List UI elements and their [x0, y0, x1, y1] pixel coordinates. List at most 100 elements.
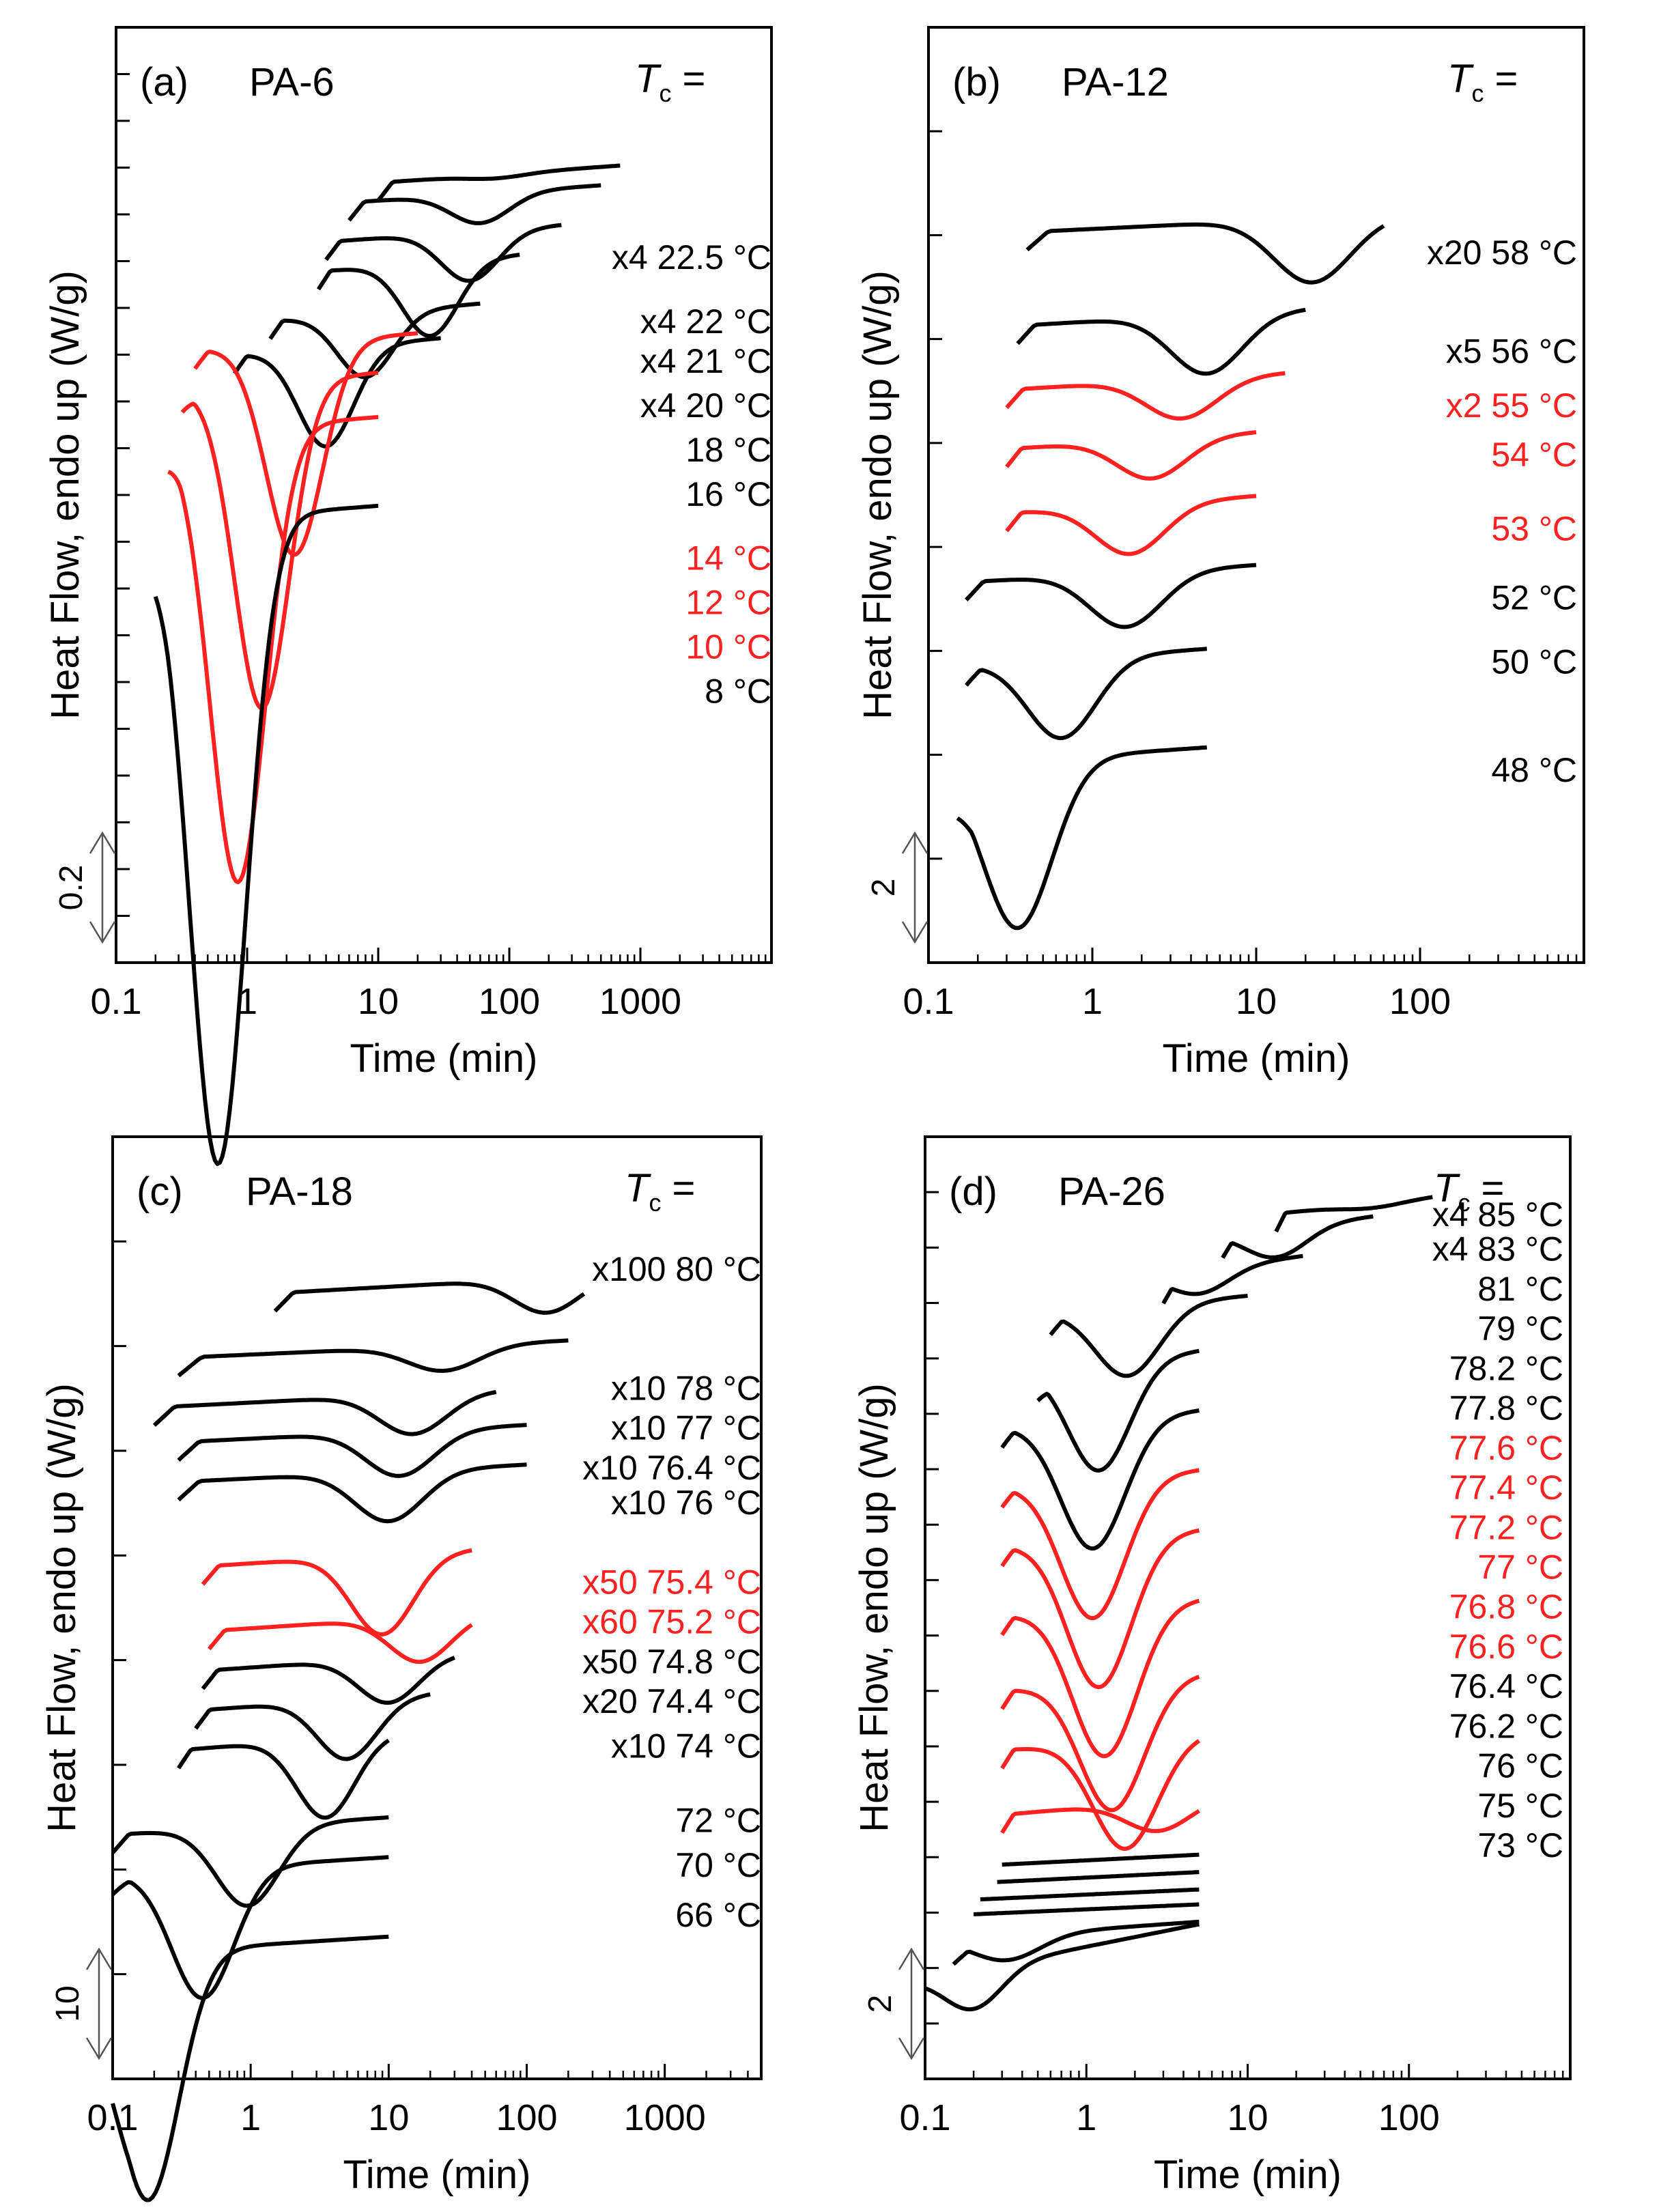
series-line	[1002, 1852, 1200, 1867]
series-line	[201, 1656, 455, 1705]
series-line	[924, 1922, 1200, 2012]
series-line	[1274, 1195, 1433, 1233]
series-line	[152, 1389, 497, 1436]
y-axis-title: Heat Flow, endo up (W/g)	[43, 270, 87, 720]
series-line	[176, 1738, 390, 1820]
series-line	[1036, 1348, 1200, 1473]
series-line	[980, 1887, 1200, 1902]
x-tick-label: 100	[1378, 2097, 1440, 2138]
series-line	[1005, 430, 1257, 481]
series-label: x10 74 °C	[611, 1727, 761, 1766]
series-label: 75 °C	[1477, 1787, 1563, 1825]
series-label: 48 °C	[1491, 751, 1577, 789]
y-axis-title: Heat Flow, endo up (W/g)	[855, 270, 900, 720]
series-label: 52 °C	[1491, 578, 1577, 616]
panel-label: (a)	[140, 60, 188, 104]
series-label: 76.4 °C	[1449, 1667, 1563, 1705]
series-line	[180, 370, 379, 711]
series-line	[111, 1855, 389, 2000]
series-line	[974, 1902, 1200, 1916]
scale-bar-arrow-up	[901, 831, 928, 854]
series-label: x10 77 °C	[611, 1409, 761, 1447]
series-label: 77.4 °C	[1449, 1469, 1563, 1507]
series-label: 16 °C	[685, 475, 771, 513]
series-line	[177, 1462, 527, 1524]
x-tick-label: 100	[1389, 981, 1451, 1022]
series-line	[194, 1692, 431, 1761]
tc-header: Tc =	[1434, 1166, 1504, 1217]
series-label: x10 76.4 °C	[582, 1449, 761, 1487]
series-line	[153, 503, 379, 1166]
series-line	[1221, 1214, 1374, 1260]
material-label: PA-6	[249, 60, 335, 104]
series-label: x20 58 °C	[1427, 233, 1577, 272]
series-line	[1049, 1294, 1248, 1378]
series-line	[965, 647, 1208, 741]
series-label: x60 75.2 °C	[582, 1603, 761, 1641]
series-label: 18 °C	[685, 431, 771, 469]
series-label: x50 75.4 °C	[582, 1563, 761, 1601]
scale-bar-label: 2	[862, 1995, 898, 2013]
series-line	[1005, 494, 1257, 556]
series-label: 78.2 °C	[1449, 1349, 1563, 1387]
series-label: x4 22 °C	[640, 302, 771, 341]
scale-bar-arrow-down	[898, 2037, 925, 2060]
series-line	[956, 745, 1208, 931]
x-tick-label: 10	[1227, 2097, 1268, 2138]
x-tick-label: 10	[368, 2097, 409, 2138]
scale-bar-arrow-up	[898, 1947, 925, 1970]
series-label: 8 °C	[705, 672, 771, 711]
y-axis-title: Heat Flow, endo up (W/g)	[40, 1383, 84, 1832]
panel-pa-26: 0.1 1 10 100 Time (min) Heat Flow, endo up (W…	[852, 1135, 1572, 2197]
scale-bar-arrow-up	[85, 1947, 113, 1970]
series-label: x2 55 °C	[1446, 386, 1577, 425]
series-line	[1016, 307, 1306, 376]
scale-bar-label: 0.2	[53, 865, 89, 911]
panel-pa-12: 0.1 1 10 100 Time (min) Heat Flow, endo up (W…	[855, 26, 1585, 1081]
series-label: 50 °C	[1491, 642, 1577, 681]
series-label: x4 85 °C	[1432, 1195, 1563, 1234]
series-label: x20 74.4 °C	[582, 1682, 761, 1720]
series-line	[1161, 1253, 1304, 1305]
series-label: x4 21 °C	[640, 342, 771, 380]
series-label: 77.8 °C	[1449, 1389, 1563, 1428]
panel-label: (b)	[952, 60, 1001, 104]
series-line	[193, 331, 419, 557]
series-label: 12 °C	[685, 584, 771, 622]
series-label: x4 20 °C	[640, 386, 771, 425]
panel-label: (c)	[137, 1169, 183, 1214]
series-line	[1000, 1807, 1200, 1834]
series-line	[1000, 1598, 1200, 1759]
y-axis-title: Heat Flow, endo up (W/g)	[852, 1383, 896, 1832]
series-label: 77 °C	[1477, 1548, 1563, 1587]
x-tick-label: 1000	[624, 2097, 706, 2138]
series-label: x50 74.8 °C	[582, 1643, 761, 1681]
series-label: 79 °C	[1477, 1309, 1563, 1348]
series-label: x10 78 °C	[611, 1370, 761, 1408]
x-axis-title: Time (min)	[343, 2153, 531, 2197]
series-line	[208, 1621, 473, 1664]
series-label: 66 °C	[675, 1896, 761, 1934]
tc-header: Tc =	[625, 1166, 695, 1217]
scale-bar-arrow-down	[85, 2037, 113, 2060]
plot-frame	[927, 26, 1585, 964]
series-line	[111, 1934, 389, 2202]
x-tick-label: 0.1	[903, 981, 954, 1022]
series-line	[348, 183, 601, 225]
x-tick-label: 1	[1076, 2097, 1096, 2138]
plot-frame	[111, 1135, 763, 2080]
series-label: x4 22.5 °C	[612, 238, 771, 276]
x-tick-label: 1	[1082, 981, 1103, 1022]
series-line	[1005, 371, 1286, 421]
series-label: 76.8 °C	[1449, 1588, 1563, 1626]
series-label: 14 °C	[685, 539, 771, 578]
series-label: 72 °C	[675, 1802, 761, 1840]
series-line	[1000, 1528, 1200, 1690]
series-line	[232, 336, 441, 449]
series-line	[316, 253, 520, 339]
series-label: 53 °C	[1491, 509, 1577, 548]
series-line	[177, 1338, 569, 1378]
series-line	[273, 1281, 586, 1315]
scale-bar-arrow-down	[901, 921, 928, 944]
